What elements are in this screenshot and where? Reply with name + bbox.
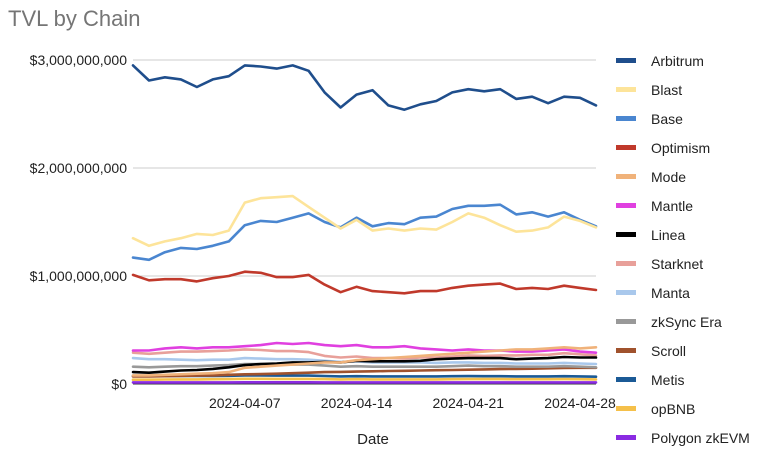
legend-label: opBNB	[651, 400, 696, 417]
legend-label: Polygon zkEVM	[651, 429, 750, 446]
legend-swatch	[616, 58, 636, 63]
series-line-starknet	[131, 348, 598, 360]
legend-swatch	[616, 232, 636, 237]
series-line-mode	[131, 345, 598, 377]
legend-label: Linea	[651, 226, 686, 243]
legend-swatch	[616, 406, 636, 411]
legend-item: Polygon zkEVM	[616, 423, 766, 452]
legend-swatch	[616, 203, 636, 208]
legend-swatch	[616, 348, 636, 353]
legend-swatch	[616, 377, 636, 382]
series-line-opbnb	[131, 377, 598, 382]
legend-swatch	[616, 435, 636, 440]
y-tick-label: $2,000,000,000	[30, 160, 128, 176]
legend: Arbitrum Blast Base Optimism Mode Mantle Linea…	[616, 46, 766, 452]
chart-title: TVL by Chain	[8, 6, 141, 31]
x-tick-label: 2024-04-07	[209, 395, 281, 411]
y-tick-label: $1,000,000,000	[30, 268, 128, 284]
legend-item: opBNB	[616, 394, 766, 423]
legend-swatch	[616, 145, 636, 150]
legend-item: Scroll	[616, 336, 766, 365]
legend-swatch	[616, 319, 636, 324]
legend-item: Arbitrum	[616, 46, 766, 75]
legend-swatch	[616, 174, 636, 179]
legend-item: Base	[616, 104, 766, 133]
legend-label: Arbitrum	[651, 52, 704, 69]
legend-item: Optimism	[616, 133, 766, 162]
x-tick-label: 2024-04-28	[544, 395, 616, 411]
y-tick-label: $3,000,000,000	[30, 52, 128, 68]
legend-item: Mode	[616, 162, 766, 191]
series-line-linea	[131, 355, 598, 375]
gridlines	[133, 59, 596, 385]
legend-label: Mode	[651, 168, 687, 185]
series-line-arbitrum	[131, 64, 598, 111]
series-lines	[131, 64, 598, 384]
legend-label: Starknet	[651, 255, 704, 272]
legend-item: Mantle	[616, 191, 766, 220]
legend-swatch	[616, 290, 636, 295]
x-axis-title: Date	[357, 431, 389, 448]
legend-item: Blast	[616, 75, 766, 104]
legend-item: Manta	[616, 278, 766, 307]
legend-label: zkSync Era	[651, 313, 722, 330]
legend-label: Blast	[651, 81, 683, 98]
legend-label: Scroll	[651, 342, 687, 359]
legend-item: Starknet	[616, 249, 766, 278]
legend-swatch	[616, 87, 636, 92]
series-line-base	[131, 203, 598, 262]
x-tick-label: 2024-04-14	[321, 395, 393, 411]
legend-item: Linea	[616, 220, 766, 249]
series-line-optimism	[131, 270, 598, 295]
legend-label: Manta	[651, 284, 690, 301]
series-line-mantle	[131, 341, 598, 355]
axes: $0 $1,000,000,000 $2,000,000,000 $3,000,000…	[30, 52, 616, 411]
legend-label: Optimism	[651, 139, 711, 156]
x-tick-label: 2024-04-21	[432, 395, 504, 411]
legend-swatch	[616, 116, 636, 121]
legend-label: Metis	[651, 371, 685, 388]
series-line-scroll	[131, 366, 598, 378]
series-line-blast	[131, 194, 598, 248]
legend-item: Metis	[616, 365, 766, 394]
legend-item: zkSync Era	[616, 307, 766, 336]
y-tick-label: $0	[111, 376, 127, 392]
legend-label: Mantle	[651, 197, 694, 214]
series-line-zksync-era	[131, 362, 598, 369]
legend-swatch	[616, 261, 636, 266]
legend-label: Base	[651, 110, 683, 127]
